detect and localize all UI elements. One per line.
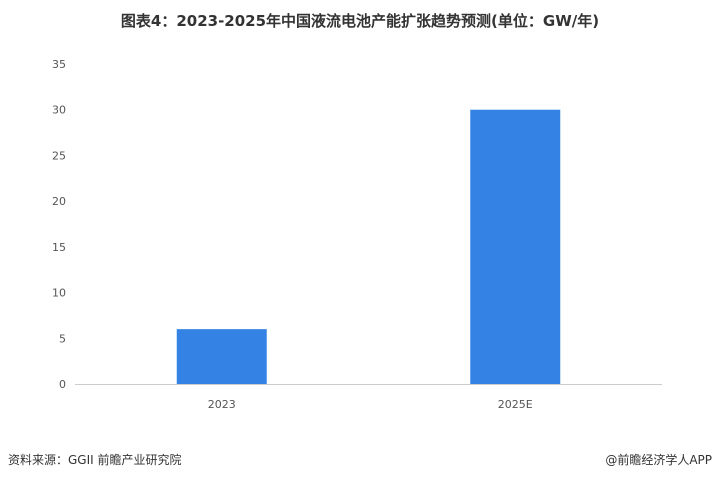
bar xyxy=(176,329,267,384)
bar-chart: 0 5 10 15 20 25 30 35 2023 2025E xyxy=(52,58,662,411)
y-tick-label: 10 xyxy=(52,287,66,300)
x-tick-label: 2025E xyxy=(498,398,533,411)
y-tick-label: 20 xyxy=(52,195,66,208)
y-tick-label: 15 xyxy=(52,241,66,254)
credit-note: @前瞻经济学人APP xyxy=(605,453,712,467)
y-tick-label: 25 xyxy=(52,149,66,162)
bar xyxy=(470,109,561,384)
y-tick-label: 35 xyxy=(52,58,66,71)
chart-title: 图表4：2023-2025年中国液流电池产能扩张趋势预测(单位：GW/年) xyxy=(120,12,600,30)
y-tick-label: 0 xyxy=(59,378,66,391)
x-tick-label: 2023 xyxy=(208,398,236,411)
y-tick-label: 5 xyxy=(59,332,66,345)
source-note: 资料来源：GGII 前瞻产业研究院 xyxy=(8,453,182,467)
y-tick-label: 30 xyxy=(52,104,66,117)
